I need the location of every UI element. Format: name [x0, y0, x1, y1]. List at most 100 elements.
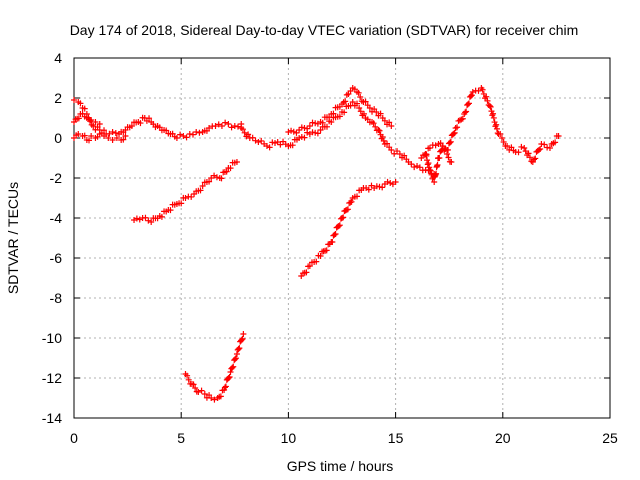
data-point: [490, 114, 497, 121]
y-tick-label: -8: [50, 290, 63, 306]
data-point: [312, 120, 319, 127]
data-series: [71, 85, 562, 403]
data-point: [206, 125, 213, 131]
data-point: [217, 393, 224, 400]
data-point: [532, 155, 539, 162]
data-point: [323, 247, 330, 254]
data-point: [347, 199, 354, 206]
data-point: [525, 150, 532, 157]
data-point: [223, 168, 230, 175]
data-point: [222, 119, 229, 126]
data-point: [239, 126, 246, 133]
data-point: [148, 219, 155, 225]
data-point: [120, 136, 127, 143]
data-point: [357, 108, 364, 115]
data-point: [109, 129, 116, 135]
data-point: [77, 100, 84, 107]
data-point: [75, 131, 82, 137]
data-point: [303, 269, 310, 276]
data-point: [173, 135, 180, 141]
data-point: [531, 156, 538, 163]
data-point: [447, 138, 454, 145]
data-point: [484, 97, 491, 104]
data-point: [504, 143, 511, 149]
data-point: [289, 142, 296, 149]
series-arc-8: [298, 178, 399, 279]
x-tick-label: 0: [70, 430, 78, 446]
data-point: [344, 206, 351, 213]
data-point: [218, 175, 225, 182]
data-point: [365, 186, 372, 193]
data-point: [206, 178, 213, 185]
data-point: [486, 103, 493, 109]
data-point: [375, 127, 382, 133]
data-point: [401, 152, 408, 159]
data-point: [433, 170, 440, 177]
data-point: [212, 123, 219, 129]
data-point: [227, 165, 234, 172]
data-point: [180, 133, 187, 139]
data-point: [426, 167, 433, 173]
data-point: [235, 346, 242, 352]
data-point: [323, 123, 330, 130]
data-point: [423, 152, 430, 159]
data-point: [521, 145, 528, 151]
data-point: [381, 117, 388, 124]
y-tick-label: -10: [42, 330, 62, 346]
data-point: [434, 161, 441, 168]
data-point: [386, 119, 393, 126]
data-point: [317, 253, 324, 259]
data-point: [379, 133, 386, 140]
data-point: [354, 193, 361, 200]
y-tick-label: -12: [42, 370, 62, 386]
series-arc-7: [285, 85, 395, 136]
data-point: [459, 115, 466, 122]
data-point: [183, 134, 190, 141]
grid-lines: [74, 58, 610, 418]
data-point: [252, 137, 259, 144]
y-tick-label: -4: [50, 210, 63, 226]
data-point: [330, 110, 337, 117]
data-point: [500, 139, 507, 145]
data-point: [467, 93, 474, 100]
data-point: [182, 195, 189, 201]
data-point: [362, 98, 369, 105]
data-point: [329, 239, 336, 245]
data-point: [490, 110, 497, 117]
data-point: [555, 133, 562, 139]
series-arc-5: [182, 331, 247, 403]
data-point: [122, 133, 129, 139]
data-point: [290, 128, 297, 135]
data-point: [370, 120, 377, 127]
y-tick-label: 2: [54, 90, 62, 106]
data-point: [465, 100, 472, 107]
data-point: [136, 216, 143, 223]
data-point: [296, 135, 303, 141]
data-point: [88, 117, 95, 123]
data-point: [376, 127, 383, 134]
data-point: [388, 123, 395, 129]
x-tick-label: 25: [602, 430, 618, 446]
data-point: [245, 131, 252, 138]
data-point: [535, 146, 542, 153]
data-point: [75, 115, 82, 122]
y-tick-label: -2: [50, 170, 63, 186]
data-point: [113, 135, 120, 141]
series-arc-3: [71, 97, 103, 127]
data-point: [426, 164, 433, 171]
data-point: [387, 180, 394, 186]
data-point: [238, 336, 245, 343]
data-point: [451, 129, 458, 136]
data-point: [236, 345, 243, 352]
data-point: [336, 113, 343, 120]
data-point: [348, 198, 355, 205]
y-tick-label: 4: [54, 50, 62, 66]
data-point: [229, 364, 236, 371]
data-point: [197, 187, 204, 194]
y-axis-label: SDTVAR / TECUs: [5, 182, 21, 294]
data-point: [266, 144, 273, 151]
data-point: [450, 130, 457, 137]
data-point: [225, 121, 232, 127]
x-tick-label: 5: [177, 430, 185, 446]
data-point: [106, 130, 113, 137]
